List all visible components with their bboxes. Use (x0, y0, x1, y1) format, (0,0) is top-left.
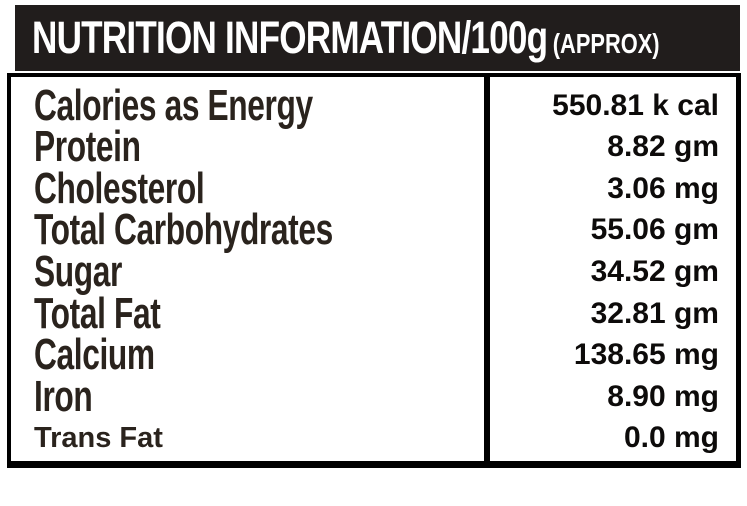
nutrient-label: Calcium (34, 330, 155, 380)
table-row: 32.81 gm (490, 293, 719, 335)
table-row: Calcium (34, 330, 484, 379)
nutrient-value: 550.81 k cal (552, 88, 719, 122)
nutrient-label: Cholesterol (34, 163, 205, 213)
header-title: NUTRITION INFORMATION/100g (32, 12, 548, 63)
table-row: Iron (34, 372, 484, 421)
table-row: Sugar (34, 247, 484, 296)
table-row: 34.52 gm (490, 251, 719, 293)
table-row: 8.82 gm (490, 127, 719, 169)
nutrient-value: 34.52 gm (590, 255, 719, 289)
header-title-wrap: NUTRITION INFORMATION/100g (APPROX) (32, 12, 660, 64)
table-row: Total Fat (34, 289, 484, 338)
table-row: Cholesterol (34, 164, 484, 213)
nutrient-label: Iron (34, 371, 93, 421)
nutrient-label: Total Carbohydrates (34, 205, 333, 255)
table-row: Trans Fat (34, 418, 484, 460)
nutrition-table: Calories as Energy Protein Cholesterol T… (7, 73, 741, 468)
nutrient-value: 3.06 mg (607, 171, 719, 205)
table-row: 55.06 gm (490, 210, 719, 252)
table-row: Calories as Energy (34, 81, 484, 130)
nutrient-label: Protein (34, 122, 141, 172)
nutrient-value: 32.81 gm (590, 296, 719, 330)
labels-column: Calories as Energy Protein Cholesterol T… (11, 77, 490, 461)
nutrient-label: Total Fat (34, 288, 161, 338)
nutrient-value: 55.06 gm (590, 213, 719, 247)
header-approx-suffix: (APPROX) (552, 28, 660, 59)
nutrition-header: NUTRITION INFORMATION/100g (APPROX) (15, 5, 740, 71)
values-column: 550.81 k cal 8.82 gm 3.06 mg 55.06 gm 34… (490, 77, 736, 461)
nutrient-label: Trans Fat (34, 421, 163, 454)
table-row: 138.65 mg (490, 334, 719, 376)
nutrient-value: 138.65 mg (573, 338, 719, 372)
nutrient-label: Calories as Energy (34, 80, 313, 130)
nutrient-value: 8.90 mg (607, 379, 719, 413)
nutrient-value: 0.0 mg (623, 421, 719, 455)
table-row: Total Carbohydrates (34, 205, 484, 254)
table-row: Protein (34, 122, 484, 171)
table-row: 8.90 mg (490, 376, 719, 418)
table-row: 3.06 mg (490, 168, 719, 210)
table-row: 0.0 mg (490, 418, 719, 460)
nutrient-value: 8.82 gm (607, 130, 719, 164)
nutrient-label: Sugar (34, 247, 122, 297)
table-row: 550.81 k cal (490, 85, 719, 127)
